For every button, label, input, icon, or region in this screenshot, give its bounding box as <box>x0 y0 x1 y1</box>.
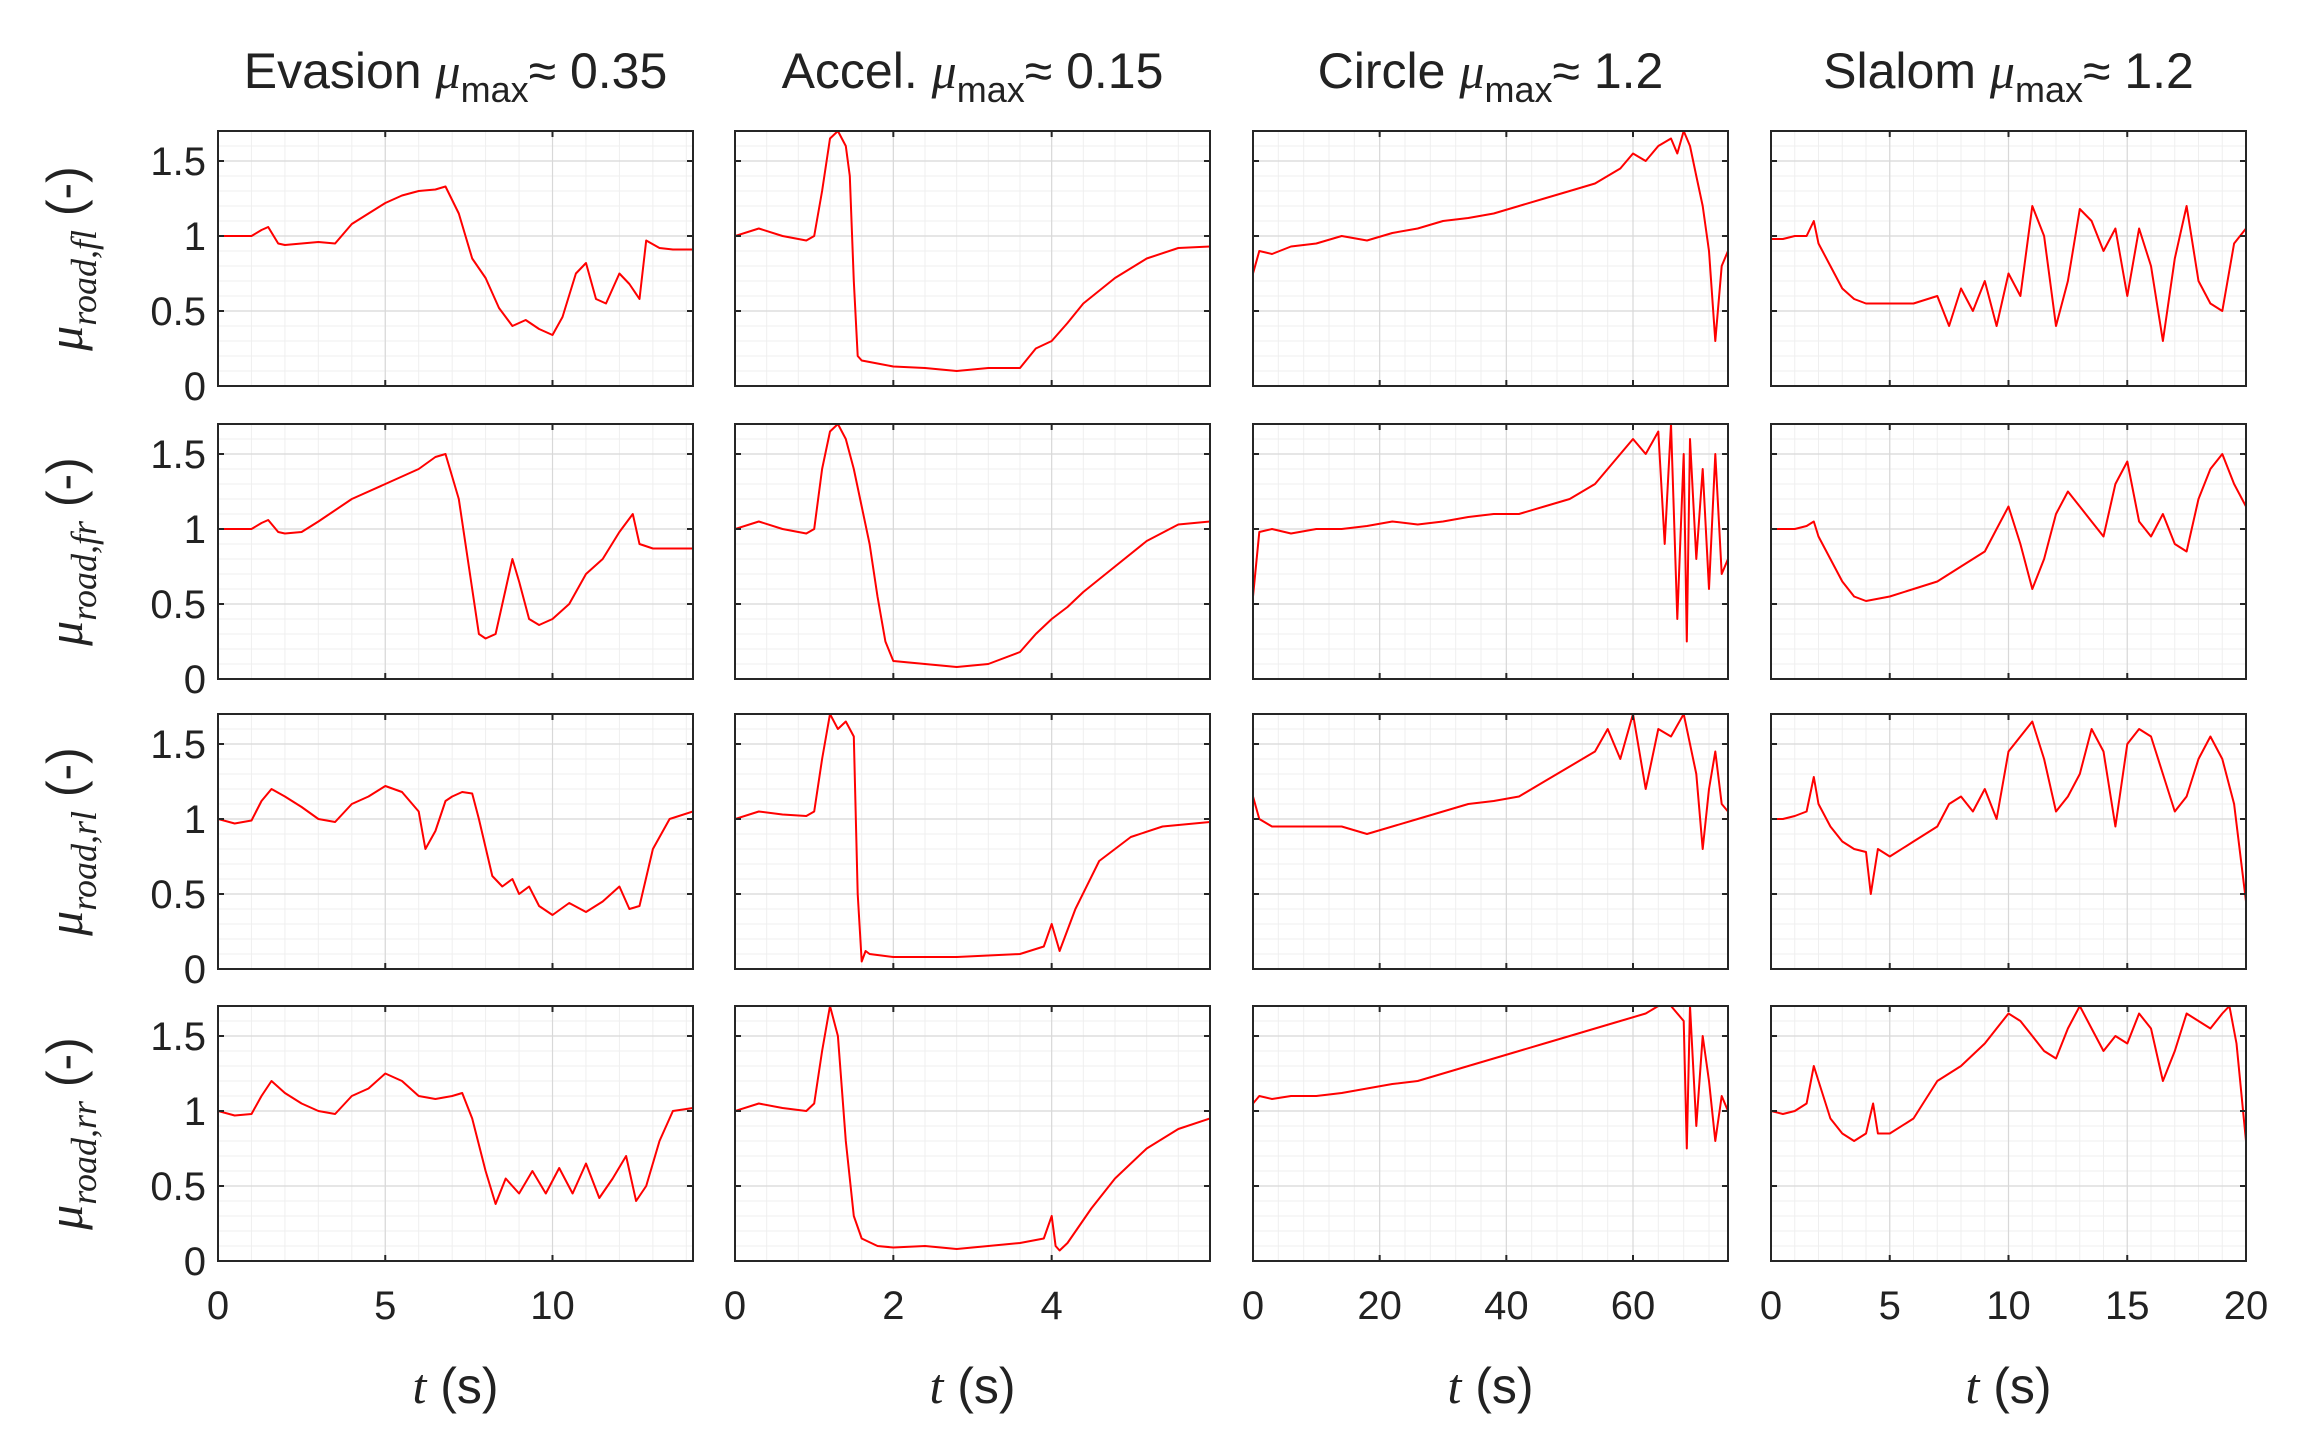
column-title-slalom: Slalom μmax≈ 1.2 <box>1823 43 2194 110</box>
axes-frame <box>1252 1005 1729 1262</box>
panel-circle-rl <box>1252 713 1729 970</box>
series-line-rl <box>735 714 1210 963</box>
panel-evasion-rl: 0 0.5 1 1.5 <box>150 713 694 992</box>
axes-frame <box>217 423 694 680</box>
row-label-rr: μroad,rr (-) <box>37 1037 104 1231</box>
x-axis-label: t (s) <box>412 1358 498 1414</box>
x-tick-label: 0 <box>207 1284 229 1328</box>
axes-frame <box>1252 130 1729 387</box>
panel-circle-rr <box>1252 1005 1729 1262</box>
x-axis-labels: 0 5 10 t (s) 0 2 4 t (s) 0 20 40 60 t (s) 0 5 10 15 20 t (… <box>207 1284 2268 1414</box>
series-line-fl <box>218 185 693 336</box>
x-tick-label: 40 <box>1484 1284 1529 1328</box>
y-tick-label: 1 <box>184 1090 206 1134</box>
y-tick-label: 1 <box>184 798 206 842</box>
y-tick-label: 1 <box>184 508 206 552</box>
x-axis-label: t (s) <box>929 1358 1015 1414</box>
panel-evasion-fl: 0 0.5 1 1.5 <box>150 130 694 409</box>
x-tick-label: 5 <box>1879 1284 1901 1328</box>
y-tick-label: 0 <box>184 1240 206 1284</box>
y-tick-label: 1.5 <box>150 433 206 477</box>
x-axis-label: t (s) <box>1965 1358 2051 1414</box>
y-tick-label: 1.5 <box>150 1015 206 1059</box>
y-tick-label: 0.5 <box>150 290 206 334</box>
x-tick-label: 5 <box>374 1284 396 1328</box>
x-tick-label: 0 <box>1760 1284 1782 1328</box>
axes-frame <box>734 130 1211 387</box>
panel-slalom-rr <box>1770 1005 2247 1262</box>
panel-evasion-rr: 0 0.5 1 1.5 <box>150 1005 694 1284</box>
axes-frame <box>1252 423 1729 680</box>
y-tick-label: 0 <box>184 658 206 702</box>
column-titles: Evasion μmax≈ 0.35 Accel. μmax≈ 0.15 Circl… <box>244 43 2194 110</box>
panel-grid: 0 0.5 1 1.5 0 0.5 1 1.5 0 0.5 1 1.5 0 0.5 1 1.5 <box>150 130 2247 1284</box>
series-line-fr <box>735 424 1210 668</box>
series-line-rl <box>1253 714 1728 850</box>
axes-frame <box>217 1005 694 1262</box>
axes-frame <box>734 713 1211 970</box>
axes-frame <box>217 130 694 387</box>
y-tick-label: 0 <box>184 948 206 992</box>
column-title-evasion: Evasion μmax≈ 0.35 <box>244 43 668 110</box>
series-line-rr <box>1771 1006 2246 1142</box>
series-line-rr <box>735 1006 1210 1252</box>
x-tick-label: 20 <box>1357 1284 1402 1328</box>
axes-frame <box>1252 713 1729 970</box>
y-tick-label: 0 <box>184 365 206 409</box>
series-line-rr <box>1253 1006 1728 1150</box>
row-label-fr: μroad,fr (-) <box>37 457 104 647</box>
series-line-rl <box>1771 720 2246 902</box>
x-tick-label: 0 <box>1242 1284 1264 1328</box>
panel-slalom-fr <box>1770 423 2247 680</box>
row-label-rl: μroad,rl (-) <box>37 747 104 937</box>
row-labels: μroad,fl (-) μroad,fr (-) μroad,rl (-) μroa… <box>37 166 104 1231</box>
y-tick-label: 1.5 <box>150 140 206 184</box>
x-tick-label: 60 <box>1611 1284 1656 1328</box>
axes-frame <box>734 1005 1211 1262</box>
x-tick-label: 2 <box>882 1284 904 1328</box>
series-line-fl <box>1771 205 2246 342</box>
panel-slalom-rl <box>1770 713 2247 970</box>
panel-evasion-fr: 0 0.5 1 1.5 <box>150 423 694 702</box>
x-tick-label: 15 <box>2105 1284 2150 1328</box>
y-tick-label: 0.5 <box>150 1165 206 1209</box>
panel-slalom-fl <box>1770 130 2247 387</box>
series-line-fl <box>735 131 1210 372</box>
axes-frame <box>217 713 694 970</box>
x-tick-label: 10 <box>530 1284 575 1328</box>
panel-accel-fl <box>734 130 1211 387</box>
x-axis-label: t (s) <box>1447 1358 1533 1414</box>
axes-frame <box>734 423 1211 680</box>
panel-accel-rl <box>734 713 1211 970</box>
panel-circle-fr <box>1252 423 1729 680</box>
panel-accel-fr <box>734 423 1211 680</box>
y-tick-label: 0.5 <box>150 873 206 917</box>
x-tick-label: 10 <box>1986 1284 2031 1328</box>
y-tick-label: 0.5 <box>150 583 206 627</box>
y-tick-label: 1.5 <box>150 723 206 767</box>
x-tick-label: 0 <box>724 1284 746 1328</box>
series-line-fl <box>1253 131 1728 342</box>
row-label-fl: μroad,fl (-) <box>37 166 104 352</box>
column-title-circle: Circle μmax≈ 1.2 <box>1318 43 1664 110</box>
series-line-fr <box>218 453 693 640</box>
series-line-rr <box>218 1072 693 1205</box>
column-title-accel: Accel. μmax≈ 0.15 <box>782 43 1164 110</box>
y-tick-label: 1 <box>184 215 206 259</box>
x-tick-label: 4 <box>1041 1284 1063 1328</box>
series-line-rl <box>218 785 693 916</box>
series-line-fr <box>1253 424 1728 643</box>
x-tick-label: 20 <box>2224 1284 2269 1328</box>
series-line-fr <box>1771 453 2246 602</box>
panel-circle-fl <box>1252 130 1729 387</box>
panel-accel-rr <box>734 1005 1211 1262</box>
